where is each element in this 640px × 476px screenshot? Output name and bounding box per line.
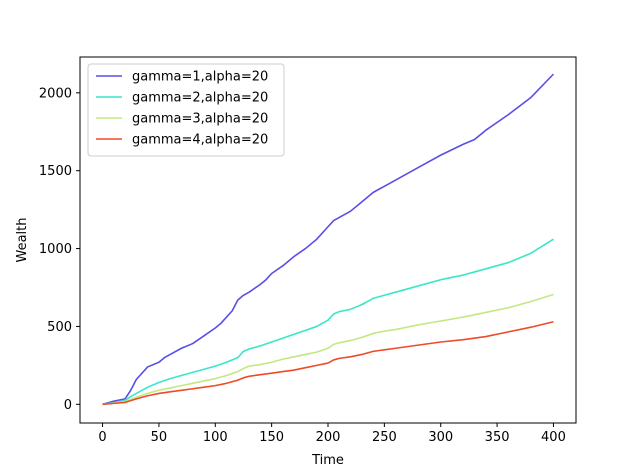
series-line-2 <box>102 238 554 406</box>
y-tick-label: 500 <box>47 320 72 335</box>
x-tick-label: 200 <box>316 430 341 445</box>
x-axis-label: Time <box>311 453 344 468</box>
y-tick-label: 2000 <box>39 86 72 101</box>
legend-label-4: gamma=4,alpha=20 <box>132 133 268 148</box>
series-line-3 <box>102 293 554 406</box>
x-tick-label: 150 <box>259 430 284 445</box>
legend-label-3: gamma=3,alpha=20 <box>132 112 268 127</box>
y-tick-label: 1500 <box>39 164 72 179</box>
x-tick-label: 250 <box>372 430 397 445</box>
x-axis-ticks: 0 50 100 150 200 250 300 350 400 <box>98 423 566 445</box>
series-line-4 <box>102 320 554 406</box>
legend: gamma=1,alpha=20 gamma=2,alpha=20 gamma=3,… <box>87 63 285 157</box>
x-tick-label: 300 <box>428 430 453 445</box>
series-line-1 <box>102 73 555 406</box>
legend-box <box>87 63 285 157</box>
y-axis-label: Wealth <box>15 217 30 262</box>
x-tick-label: 50 <box>151 430 168 445</box>
legend-label-2: gamma=2,alpha=20 <box>132 91 268 106</box>
y-tick-label: 1000 <box>39 242 72 257</box>
x-tick-label: 0 <box>98 430 106 445</box>
y-axis-ticks: 0 500 1000 1500 2000 <box>39 86 80 413</box>
x-tick-label: 100 <box>203 430 228 445</box>
x-tick-label: 400 <box>541 430 566 445</box>
series-layer <box>102 73 555 406</box>
legend-label-1: gamma=1,alpha=20 <box>132 70 268 85</box>
x-tick-label: 350 <box>485 430 510 445</box>
y-tick-label: 0 <box>64 398 72 413</box>
